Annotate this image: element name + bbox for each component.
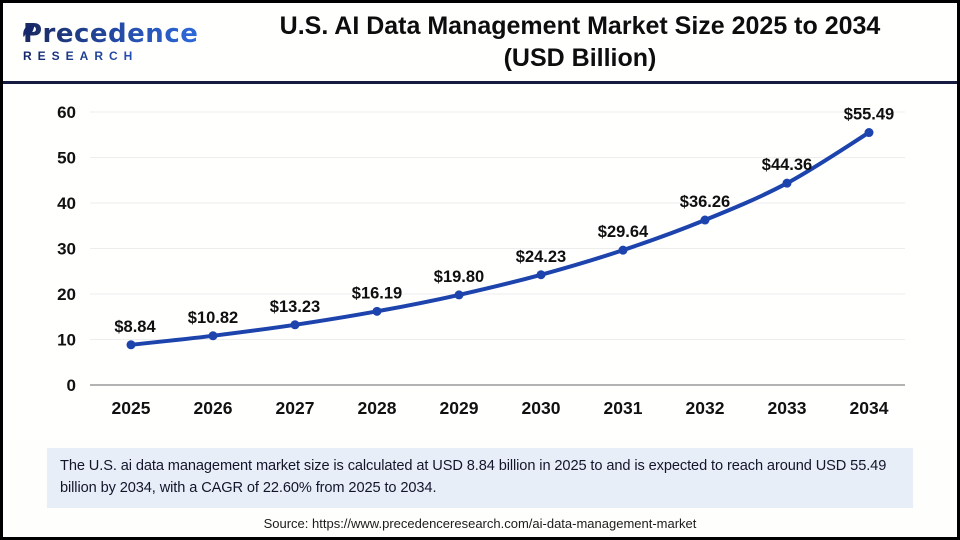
note-box: The U.S. ai data management market size … (47, 448, 913, 508)
leaf-icon (23, 24, 35, 37)
x-tick-label: 2027 (276, 398, 315, 418)
brand-subtext: RESEARCH (23, 49, 213, 63)
x-tick-label: 2030 (522, 398, 561, 418)
chart-area: 0 10 20 30 40 50 60 2025 2026 2027 2028 2029 2030 203… (3, 84, 957, 441)
data-point (290, 320, 300, 330)
y-tick-label: 20 (57, 285, 76, 304)
note-text: The U.S. ai data management market size … (60, 458, 887, 496)
y-tick-label: 50 (57, 149, 76, 168)
data-point (700, 215, 710, 225)
page-title: U.S. AI Data Management Market Size 2025… (213, 10, 957, 75)
trend-line (129, 130, 871, 347)
chart-title-line1: U.S. AI Data Management Market Size 2025… (279, 11, 881, 40)
data-point-label: $36.26 (680, 193, 730, 211)
data-point (208, 331, 218, 341)
data-point-label: $8.84 (114, 318, 156, 336)
brand-text: Precedence (23, 20, 213, 48)
data-point (782, 178, 792, 188)
data-point-label: $13.23 (270, 298, 320, 316)
y-tick-label: 0 (67, 376, 76, 395)
data-point (536, 270, 546, 280)
y-tick-label: 40 (57, 194, 76, 213)
data-point (864, 128, 874, 138)
source-text: Source: https://www.precedenceresearch.c… (263, 515, 697, 531)
data-point (372, 306, 382, 316)
x-tick-label: 2031 (604, 398, 643, 418)
y-tick-label: 60 (57, 103, 76, 122)
data-point-label: $44.36 (762, 156, 812, 174)
y-tick-label: 30 (57, 240, 76, 259)
data-point-label: $55.49 (844, 106, 894, 124)
chart-title-line2: (USD Billion) (503, 44, 657, 72)
x-tick-label: 2028 (358, 398, 397, 418)
precedence-logo: Precedence RESEARCH (3, 20, 213, 63)
header: Precedence RESEARCH U.S. AI Data Managem… (3, 3, 957, 84)
data-point-label: $24.23 (516, 248, 566, 266)
data-point (618, 245, 628, 255)
data-point-label: $19.80 (434, 268, 484, 286)
x-tick-label: 2032 (686, 398, 725, 418)
x-tick-label: 2026 (194, 398, 233, 418)
x-tick-label: 2034 (850, 398, 889, 418)
y-tick-label: 10 (57, 331, 76, 350)
data-point-label: $10.82 (188, 309, 238, 327)
data-point-label: $16.19 (352, 284, 402, 302)
x-tick-label: 2029 (440, 398, 479, 418)
x-tick-label: 2033 (768, 398, 807, 418)
data-point (126, 340, 136, 350)
x-tick-label: 2025 (112, 398, 151, 418)
data-point (454, 290, 464, 300)
data-point-label: $29.64 (598, 223, 649, 241)
